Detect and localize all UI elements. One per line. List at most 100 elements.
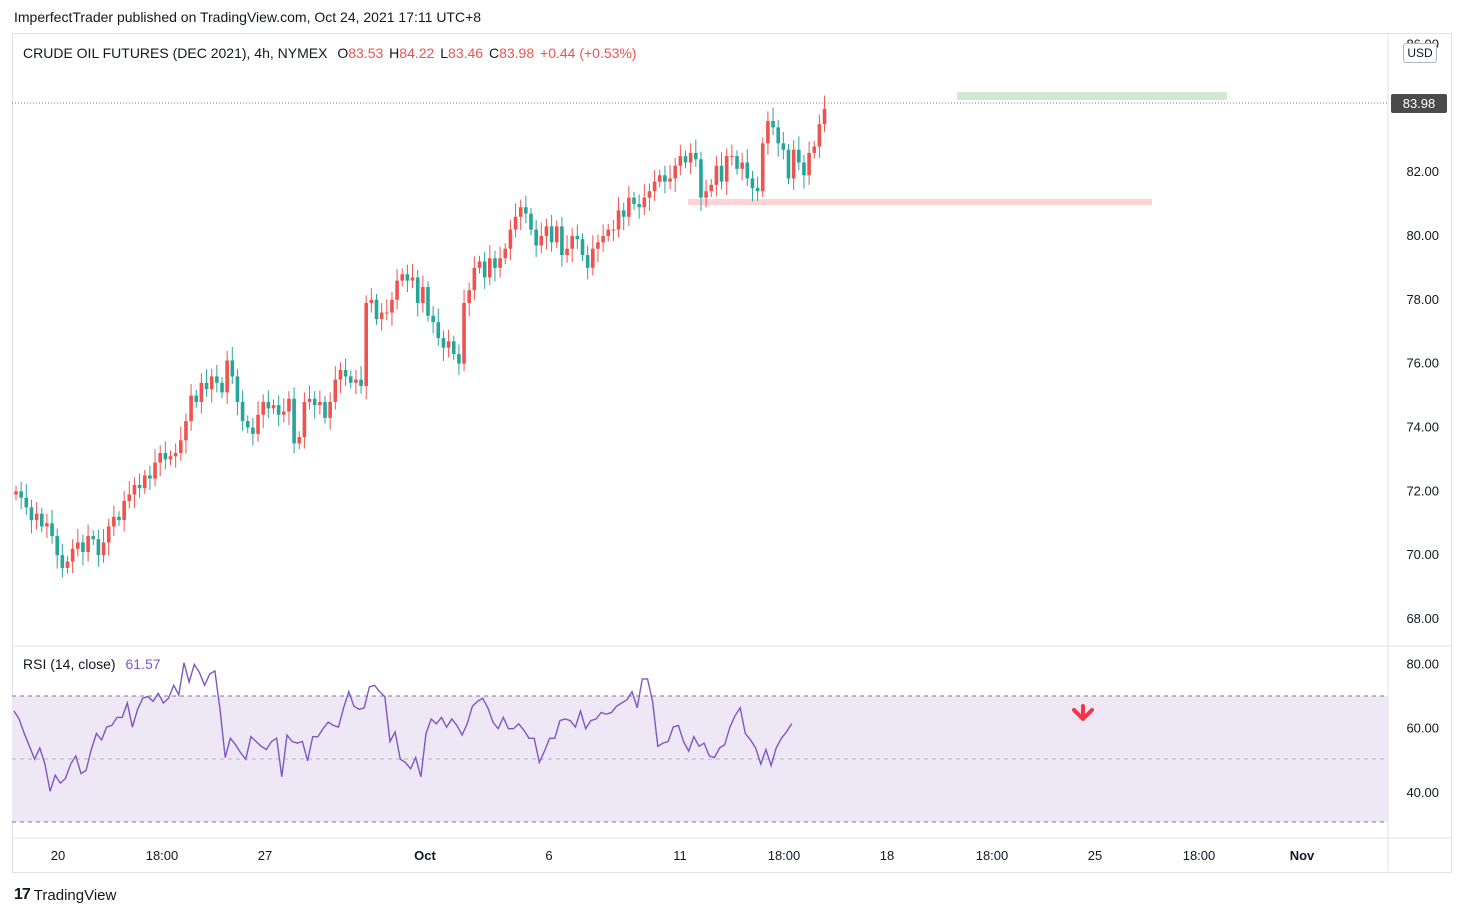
candle-body	[498, 258, 502, 268]
close-label: C	[488, 45, 500, 61]
price-tick-label: 80.00	[1406, 228, 1439, 243]
candle-body	[565, 248, 569, 256]
footer-brand-label: TradingView	[33, 886, 117, 904]
candle-body	[256, 414, 260, 434]
candle-body	[34, 513, 39, 521]
candle-body	[668, 178, 672, 182]
candle-body	[477, 261, 482, 268]
candle-body	[513, 216, 518, 230]
price-tick-label: 78.00	[1406, 292, 1439, 307]
candle-body	[771, 121, 775, 128]
candle-body	[421, 287, 425, 303]
candle-body	[616, 210, 621, 230]
candle-body	[76, 542, 80, 549]
candle-body	[112, 516, 116, 527]
candle-body	[194, 395, 199, 402]
candle-body	[153, 462, 157, 479]
candle-body	[158, 453, 162, 463]
time-tick-label: 18:00	[976, 848, 1009, 863]
candle-body	[101, 542, 106, 556]
candle-body	[596, 242, 600, 249]
candle-body	[338, 370, 343, 380]
candle-body	[369, 299, 374, 303]
rsi-legend[interactable]: RSI (14, close) 61.57	[23, 656, 161, 672]
candle-body	[724, 156, 729, 182]
candle-body	[529, 213, 533, 230]
resistance-zone	[957, 92, 1227, 100]
candle-body	[318, 401, 322, 406]
candle-body	[451, 341, 456, 355]
candle-body	[379, 312, 384, 319]
candle-body	[343, 370, 348, 377]
time-tick-label: 20	[51, 848, 65, 863]
candle-body	[760, 143, 765, 192]
candle-body	[137, 484, 142, 489]
candle-body	[580, 239, 585, 256]
close-value: 83.98	[499, 45, 535, 61]
candle-body	[50, 523, 54, 537]
candle-body	[575, 235, 580, 240]
candle-body	[55, 536, 59, 556]
candle-body	[791, 149, 796, 179]
candle-body	[60, 555, 65, 568]
candle-body	[812, 146, 817, 153]
candle-body	[657, 175, 662, 182]
candle-body	[642, 197, 647, 208]
candle-body	[786, 149, 791, 179]
candle-body	[245, 421, 250, 428]
symbol-legend[interactable]: CRUDE OIL FUTURES (DEC 2021), 4h, NYMEX …	[23, 45, 637, 61]
candle-body	[503, 248, 508, 259]
candle-body	[184, 421, 188, 441]
candle-body	[472, 267, 477, 291]
candle-body	[560, 226, 564, 256]
candle-body	[493, 258, 497, 268]
time-tick-label: Nov	[1290, 848, 1315, 863]
currency-badge[interactable]: USD	[1403, 43, 1437, 63]
rsi-tick-label: 60.00	[1406, 721, 1439, 736]
candle-body	[65, 561, 70, 568]
support-zone	[688, 199, 1152, 205]
candle-body	[755, 188, 760, 192]
candle-body	[91, 536, 96, 540]
candle-body	[534, 229, 538, 246]
candle-body	[173, 453, 178, 457]
candle-body	[390, 299, 394, 313]
candle-body	[518, 207, 523, 217]
price-tick-label: 82.00	[1406, 164, 1439, 179]
rsi-axis: 80.00 60.00 40.00	[1406, 656, 1439, 799]
candle-body	[225, 360, 229, 393]
footer-brand[interactable]: 17 TradingView	[14, 886, 116, 904]
candle-body	[271, 405, 276, 409]
candle-body	[606, 229, 611, 236]
rsi-line	[13, 662, 793, 792]
candle-body	[621, 210, 626, 217]
candle-body	[312, 398, 317, 406]
price-tick-label: 76.00	[1406, 356, 1439, 371]
candle-body	[106, 526, 111, 543]
rsi-tick-label: 80.00	[1406, 656, 1439, 671]
candle-body	[359, 379, 363, 386]
last-price-tag: 83.98	[1403, 96, 1436, 111]
candle-body	[204, 382, 209, 390]
candle-body	[688, 152, 693, 163]
candle-body	[740, 162, 744, 169]
candle-body	[307, 398, 312, 402]
change-value: +0.44 (+0.53%)	[540, 45, 637, 61]
candle-body	[132, 484, 137, 495]
chart-frame[interactable]	[12, 33, 1452, 873]
candle-body	[19, 491, 23, 498]
candle-body	[632, 197, 636, 205]
candle-body	[699, 159, 703, 198]
candle-body	[81, 542, 85, 552]
low-label: L	[440, 45, 449, 61]
candle-body	[745, 162, 750, 179]
candle-body	[591, 248, 595, 268]
price-axis: 86.0082.0080.0078.0076.0074.0072.0070.00…	[1406, 36, 1439, 626]
candle-body	[441, 338, 446, 348]
candle-body	[462, 302, 466, 364]
candle-body	[215, 376, 219, 383]
candle-body	[570, 235, 574, 249]
candle-body	[122, 500, 126, 521]
candle-body	[302, 401, 307, 438]
